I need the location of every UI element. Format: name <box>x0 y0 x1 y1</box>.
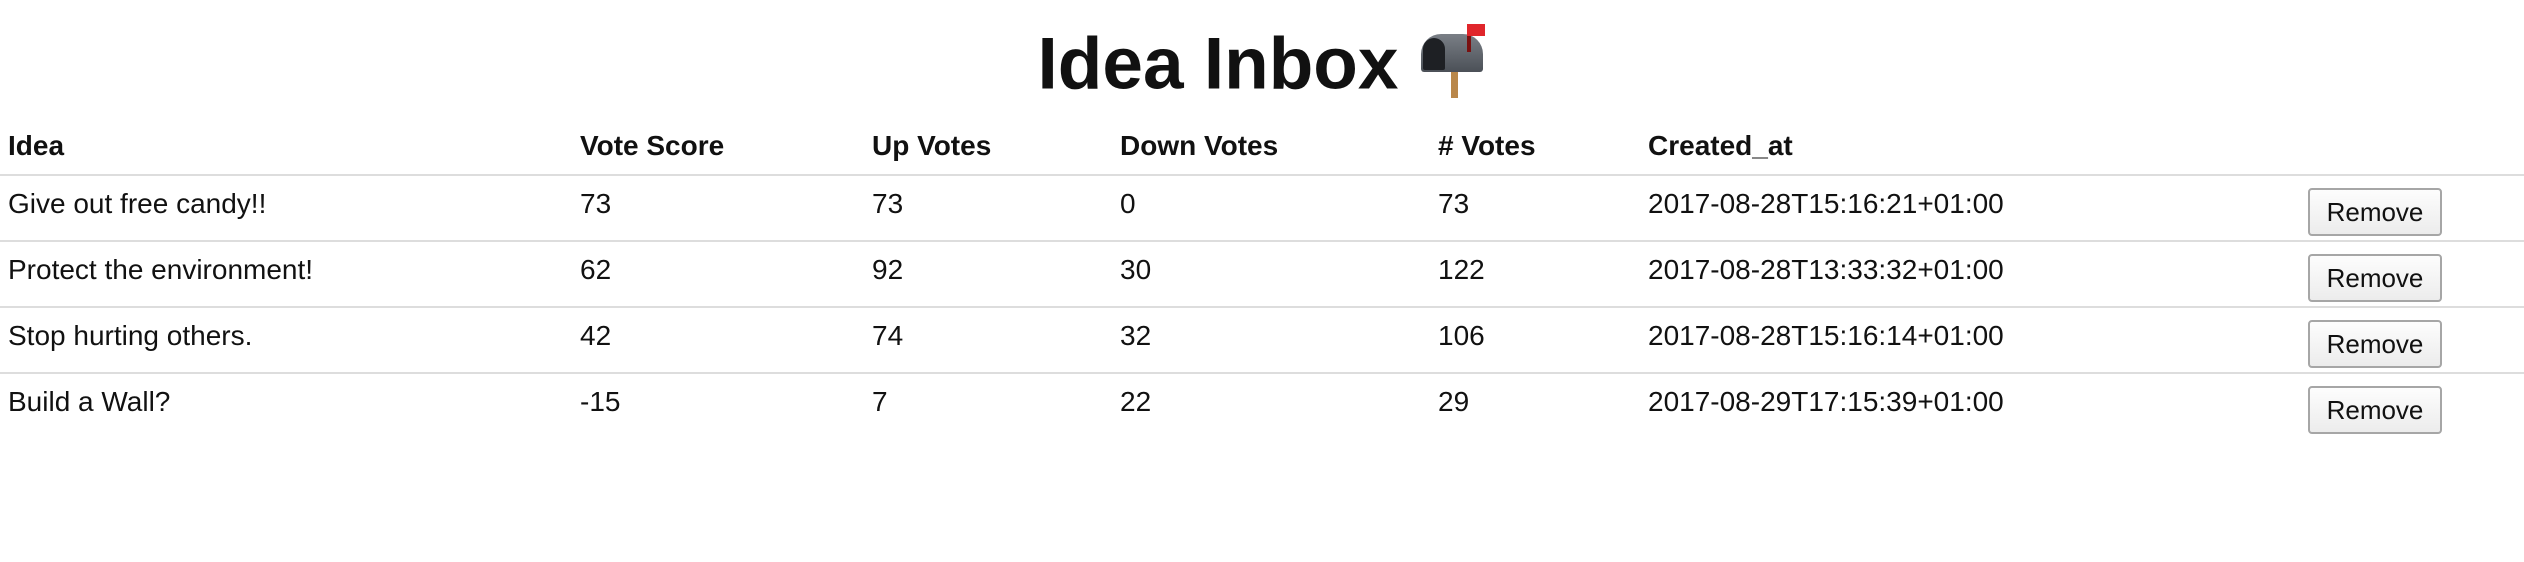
header-row: Idea Vote Score Up Votes Down Votes # Vo… <box>0 118 2524 176</box>
mailbox-flagpole <box>1466 23 1471 52</box>
column-header-vote-score: Vote Score <box>572 118 864 176</box>
column-header-up-votes: Up Votes <box>864 118 1112 176</box>
table-row: Build a Wall? -15 7 22 29 2017-08-29T17:… <box>0 373 2524 439</box>
vote-score-cell: 42 <box>572 307 864 374</box>
column-header-idea: Idea <box>0 118 572 176</box>
vote-score-cell: 62 <box>572 241 864 308</box>
created-at-cell: 2017-08-28T15:16:14+01:00 <box>1640 307 2300 374</box>
up-votes-cell: 7 <box>872 386 888 417</box>
action-cell: Remove <box>2300 307 2524 374</box>
ideas-table: Idea Vote Score Up Votes Down Votes # Vo… <box>0 118 2524 439</box>
votes-cell: 29 <box>1438 386 1470 417</box>
vote-score-cell: -15 <box>580 386 621 417</box>
vote-score-cell: 73 <box>572 175 864 242</box>
votes-cell: 106 <box>1430 307 1640 374</box>
page-title-text: Idea Inbox <box>1037 23 1399 105</box>
remove-button[interactable]: Remove <box>2308 386 2442 434</box>
mailbox-icon <box>1419 23 1487 98</box>
up-votes-cell: 73 <box>864 175 1112 242</box>
up-votes-cell: 92 <box>864 241 1112 308</box>
table-row: Give out free candy!! 73 73 0 73 2017-08… <box>0 175 2524 242</box>
remove-button[interactable]: Remove <box>2308 254 2442 302</box>
up-votes-cell: 74 <box>864 307 1112 374</box>
idea-cell: Build a Wall? <box>8 386 171 417</box>
mailbox-post <box>1450 69 1458 98</box>
action-cell: Remove <box>2300 241 2524 308</box>
mailbox-flag <box>1466 23 1485 36</box>
table-row: Protect the environment! 62 92 30 122 20… <box>0 241 2524 308</box>
mailbox-door <box>1422 37 1445 70</box>
column-header-created-at: Created_at <box>1640 118 2300 176</box>
down-votes-cell: 30 <box>1112 241 1430 308</box>
table-row: Stop hurting others. 42 74 32 106 2017-0… <box>0 307 2524 374</box>
remove-button[interactable]: Remove <box>2308 188 2442 236</box>
page-title: Idea Inbox <box>0 10 2524 115</box>
remove-button[interactable]: Remove <box>2308 320 2442 368</box>
ideas-table-body: Give out free candy!! 73 73 0 73 2017-08… <box>0 175 2524 439</box>
ideas-table-header: Idea Vote Score Up Votes Down Votes # Vo… <box>0 118 2524 176</box>
down-votes-cell: 0 <box>1112 175 1430 242</box>
down-votes-cell: 22 <box>1120 386 1152 417</box>
column-header-votes: # Votes <box>1430 118 1640 176</box>
created-at-cell: 2017-08-28T13:33:32+01:00 <box>1640 241 2300 308</box>
idea-cell: Protect the environment! <box>0 241 572 308</box>
created-at-cell: 2017-08-28T15:16:21+01:00 <box>1640 175 2300 242</box>
action-cell: Remove <box>2300 175 2524 242</box>
votes-cell: 73 <box>1430 175 1640 242</box>
column-header-down-votes: Down Votes <box>1112 118 1430 176</box>
idea-cell: Stop hurting others. <box>0 307 572 374</box>
idea-cell: Give out free candy!! <box>0 175 572 242</box>
created-at-cell: 2017-08-29T17:15:39+01:00 <box>1648 386 2004 417</box>
action-cell: Remove <box>2300 373 2524 439</box>
column-header-action <box>2300 118 2524 176</box>
down-votes-cell: 32 <box>1112 307 1430 374</box>
votes-cell: 122 <box>1430 241 1640 308</box>
